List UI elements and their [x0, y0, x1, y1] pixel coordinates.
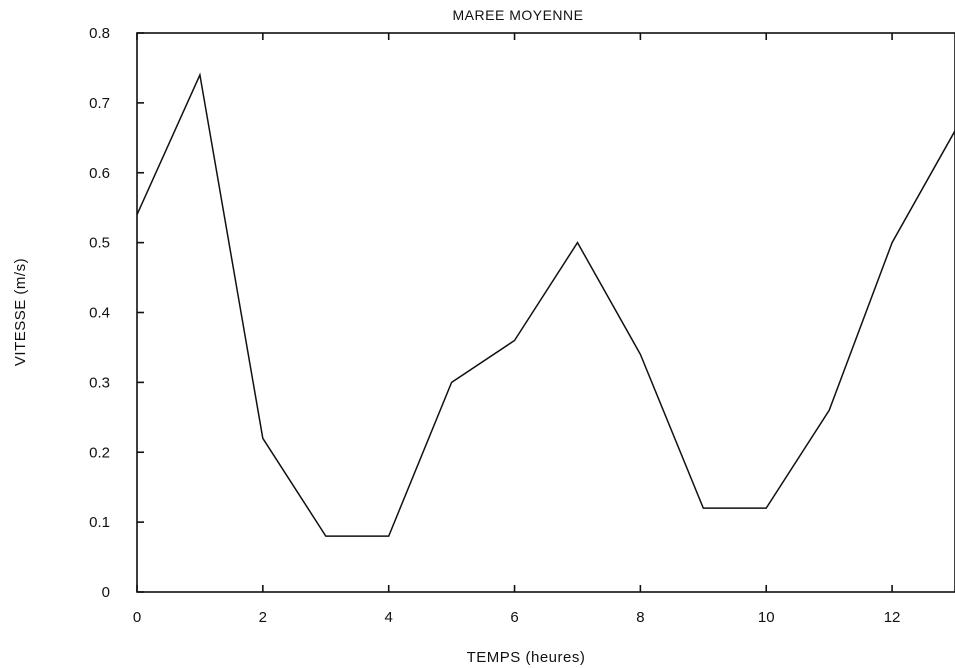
- y-tick-label: 0.8: [89, 25, 110, 42]
- plot-frame: [136, 32, 955, 593]
- x-tick-label: 10: [758, 609, 775, 626]
- x-tick-label: 2: [259, 609, 267, 626]
- y-tick-label: 0.4: [89, 305, 110, 322]
- series-line: [136, 72, 955, 537]
- y-axis-ticks: 0 0.1 0.2 0.3 0.4 0.5 0.6 0.7 0.8: [89, 25, 144, 601]
- x-tick-label: 6: [510, 609, 518, 626]
- x-tick-label: 8: [636, 609, 644, 626]
- y-axis-title: VITESSE (m/s): [12, 258, 29, 366]
- y-tick-label: 0.6: [89, 165, 110, 182]
- y-tick-label: 0.2: [89, 444, 110, 461]
- y-tick-label: 0: [102, 584, 110, 601]
- chart-title: MAREE MOYENNE: [453, 7, 584, 23]
- x-tick-label: 0: [133, 609, 141, 626]
- y-tick-label: 0.5: [89, 235, 110, 252]
- y-tick-label: 0.1: [89, 514, 110, 531]
- x-tick-label: 4: [385, 609, 393, 626]
- y-tick-label: 0.3: [89, 374, 110, 391]
- x-axis-title: TEMPS (heures): [467, 649, 586, 666]
- x-tick-label: 12: [884, 609, 901, 626]
- y-tick-label: 0.7: [89, 95, 110, 112]
- x-axis-ticks: 0 2 4 6 8 10 12: [133, 33, 901, 626]
